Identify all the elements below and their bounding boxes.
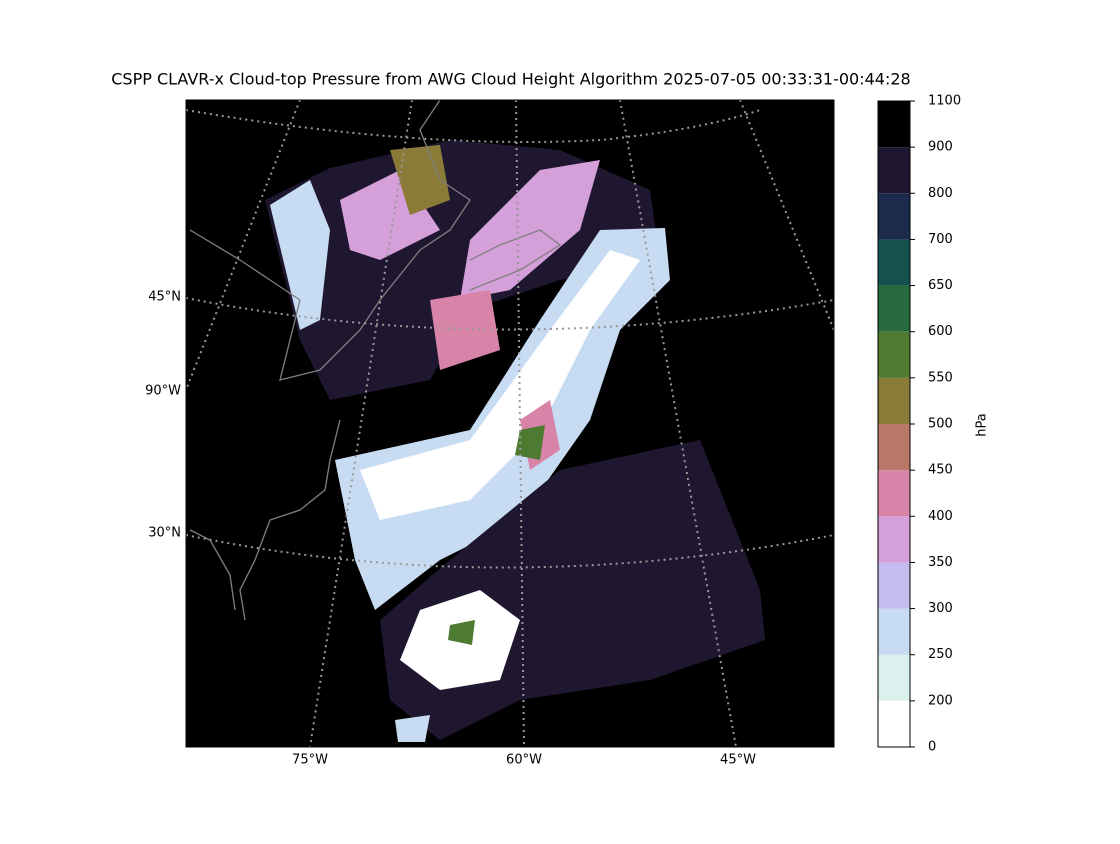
colorbar-tick-label: 900	[928, 140, 953, 155]
lon-label: 75°W	[292, 753, 328, 768]
colorbar-tick-label: 650	[928, 278, 953, 293]
colorbar-segment	[878, 331, 910, 378]
coastline	[469, 229, 562, 291]
graticule	[619, 99, 737, 748]
cloud	[360, 250, 640, 520]
colorbar-tick-label: 400	[928, 509, 953, 524]
map-frame	[185, 99, 835, 748]
colorbar-tick-label: 550	[928, 370, 953, 385]
coastline	[189, 419, 341, 621]
cloud	[390, 145, 450, 215]
title: CSPP CLAVR-x Cloud-top Pressure from AWG…	[111, 70, 910, 89]
colorbar-segment	[878, 377, 910, 424]
colorbar-segment	[878, 654, 910, 701]
colorbar-segment	[878, 562, 910, 609]
graticule	[185, 297, 835, 331]
colorbar: 0 200 250 300 350 400 450 500 550 600 650 700 800 900…	[877, 94, 961, 755]
map: 45°N 90°W 30°N 75°W 60°W 45°W	[145, 99, 835, 768]
colorbar-tick-label: 350	[928, 555, 953, 570]
colorbar-tick-label: 600	[928, 324, 953, 339]
colorbar-segment	[878, 608, 910, 655]
colorbar-segment	[878, 424, 910, 471]
colorbar-segment	[878, 101, 910, 148]
colorbar-tick-label: 450	[928, 463, 953, 478]
coastline	[189, 99, 471, 381]
colorbar-segment	[878, 700, 910, 747]
colorbar-label: hPa	[975, 413, 990, 436]
graticule	[185, 99, 301, 391]
colorbar-segment	[878, 147, 910, 194]
colorbar-tick-label: 1100	[928, 94, 961, 109]
lon-label: 45°W	[720, 753, 756, 768]
colorbar-tick-label: 800	[928, 186, 953, 201]
colorbar-tick-label: 700	[928, 232, 953, 247]
cloud	[448, 620, 475, 645]
colorbar-tick-label: 0	[928, 740, 936, 755]
lon-label: 60°W	[506, 753, 542, 768]
colorbar-segment	[878, 470, 910, 517]
colorbar-tick-label: 300	[928, 601, 953, 616]
cloud	[270, 180, 330, 330]
cloud	[395, 715, 430, 742]
colorbar-tick-label: 250	[928, 647, 953, 662]
colorbar-segment	[878, 239, 910, 286]
graticule	[309, 99, 413, 748]
colorbar-segment	[878, 516, 910, 563]
graticule	[185, 534, 835, 569]
cloud	[430, 290, 500, 370]
colorbar-tick-label: 500	[928, 417, 953, 432]
lat-label: 30°N	[148, 526, 181, 541]
lat-label: 90°W	[145, 384, 181, 399]
colorbar-segment	[878, 193, 910, 240]
colorbar-segment	[878, 285, 910, 332]
colorbar-tick-label: 200	[928, 693, 953, 708]
cloud	[515, 425, 545, 460]
lat-label: 45°N	[148, 290, 181, 305]
cloud	[460, 160, 600, 300]
